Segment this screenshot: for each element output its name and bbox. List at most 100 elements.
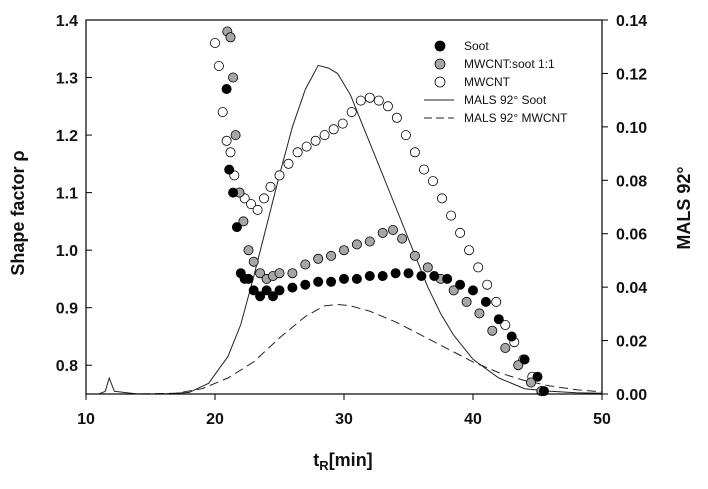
data-point-mwcnt — [319, 130, 330, 141]
data-point-soot — [493, 314, 504, 325]
y-tick-label: 1.1 — [56, 186, 78, 203]
tick-labels: 10 20 30 40 50 0.8 0.9 1.0 1.1 1.2 1.3 1.4 0.00 0.02 0… — [56, 13, 647, 428]
legend-marker — [434, 76, 446, 88]
y2-tick-label: 0.00 — [616, 387, 647, 404]
y-tick-label: 1.2 — [56, 128, 78, 145]
data-point-mwcnt — [346, 107, 357, 118]
data-point-mwcnt-soot-1-1 — [364, 236, 375, 247]
data-point-mwcnt — [217, 107, 228, 118]
y-tick-label: 1.3 — [56, 71, 78, 88]
data-point-mwcnt-soot-1-1 — [474, 308, 485, 319]
data-point-mwcnt-soot-1-1 — [387, 224, 398, 235]
data-point-mwcnt — [364, 92, 375, 103]
data-point-mwcnt — [246, 199, 257, 210]
data-point-soot — [221, 84, 232, 95]
legend-label: MALS 92° Soot — [464, 93, 547, 107]
legend-label: MALS 92° MWCNT — [464, 111, 568, 125]
data-point-mwcnt — [455, 227, 466, 238]
y2-tick-label: 0.02 — [616, 334, 647, 351]
data-point-soot — [351, 273, 362, 284]
data-point-mwcnt-soot-1-1 — [274, 268, 285, 279]
data-point-mwcnt — [391, 112, 402, 123]
data-point-soot — [300, 279, 311, 290]
data-point-soot — [287, 282, 298, 293]
data-point-mwcnt — [464, 245, 475, 256]
y2-tick-label: 0.12 — [616, 66, 647, 83]
data-point-mwcnt-soot-1-1 — [228, 72, 239, 83]
series-line-mals-92-mwcnt — [98, 303, 603, 395]
legend: Soot MWCNT:soot 1:1 MWCNT MALS 92° Soot MALS… — [424, 39, 568, 125]
data-point-soot — [313, 276, 324, 287]
data-point-soot — [416, 270, 427, 281]
data-point-mwcnt-soot-1-1 — [377, 227, 388, 238]
data-point-mwcnt-soot-1-1 — [513, 360, 524, 371]
data-point-mwcnt — [209, 38, 220, 49]
data-point-mwcnt-soot-1-1 — [338, 245, 349, 256]
data-point-mwcnt-soot-1-1 — [255, 268, 266, 279]
data-point-mwcnt — [328, 124, 339, 135]
y-tick-label: 0.8 — [56, 358, 78, 375]
data-point-soot — [228, 187, 239, 198]
data-point-mwcnt — [310, 135, 321, 146]
data-point-soot — [442, 273, 453, 284]
data-point-mwcnt-soot-1-1 — [230, 130, 241, 141]
y2-tick-label: 0.06 — [616, 227, 647, 244]
y2-tick-label: 0.10 — [616, 120, 647, 137]
data-point-mwcnt-soot-1-1 — [422, 262, 433, 273]
legend-marker — [434, 40, 446, 52]
x-tick-label: 10 — [77, 411, 95, 428]
data-point-mwcnt — [382, 101, 393, 112]
data-point-mwcnt-soot-1-1 — [225, 32, 236, 43]
data-point-soot — [326, 276, 337, 287]
x-tick-label: 40 — [464, 411, 482, 428]
legend-marker — [434, 58, 446, 70]
x-tick-label: 20 — [206, 411, 224, 428]
data-point-mwcnt — [427, 176, 438, 187]
data-point-soot — [429, 270, 440, 281]
data-point-mwcnt-soot-1-1 — [248, 256, 259, 267]
data-point-soot — [390, 268, 401, 279]
data-point-soot — [338, 273, 349, 284]
data-point-mwcnt — [482, 279, 493, 290]
data-point-mwcnt-soot-1-1 — [487, 325, 498, 336]
data-point-mwcnt — [355, 95, 366, 106]
legend-label: Soot — [464, 39, 489, 53]
data-point-mwcnt — [373, 95, 384, 106]
data-points — [209, 26, 550, 397]
data-point-mwcnt — [274, 170, 285, 181]
data-point-mwcnt-soot-1-1 — [409, 250, 420, 261]
data-point-soot — [261, 285, 272, 296]
data-point-soot — [255, 291, 266, 302]
x-axis-title: tR[min] — [313, 450, 372, 473]
data-point-mwcnt-soot-1-1 — [238, 216, 249, 227]
data-point-mwcnt-soot-1-1 — [243, 245, 254, 256]
data-point-mwcnt — [252, 204, 263, 215]
data-point-mwcnt — [409, 147, 420, 158]
data-point-mwcnt-soot-1-1 — [526, 377, 537, 388]
data-point-soot — [231, 222, 242, 233]
y-tick-label: 1.0 — [56, 243, 78, 260]
data-point-soot — [403, 268, 414, 279]
data-point-soot — [274, 285, 285, 296]
x-axis-title-subscript: R — [319, 458, 329, 473]
data-point-soot — [519, 354, 530, 365]
data-point-soot — [364, 270, 375, 281]
x-axis-title-unit: [min] — [329, 450, 373, 470]
data-point-mwcnt-soot-1-1 — [287, 268, 298, 279]
data-point-mwcnt-soot-1-1 — [500, 342, 511, 353]
data-point-mwcnt-soot-1-1 — [300, 259, 311, 270]
data-point-soot — [480, 296, 491, 307]
data-point-mwcnt — [265, 181, 276, 192]
data-point-soot — [377, 270, 388, 281]
data-point-soot — [267, 291, 278, 302]
data-point-soot — [467, 285, 478, 296]
plot-frame — [85, 19, 603, 395]
x-tick-label: 50 — [593, 411, 611, 428]
data-point-mwcnt-soot-1-1 — [461, 296, 472, 307]
data-point-mwcnt-soot-1-1 — [448, 285, 459, 296]
y-axis-title: Shape factor ρ — [8, 150, 28, 275]
data-point-mwcnt-soot-1-1 — [397, 233, 408, 244]
data-point-soot — [224, 164, 235, 175]
legend-label: MWCNT — [464, 75, 511, 89]
